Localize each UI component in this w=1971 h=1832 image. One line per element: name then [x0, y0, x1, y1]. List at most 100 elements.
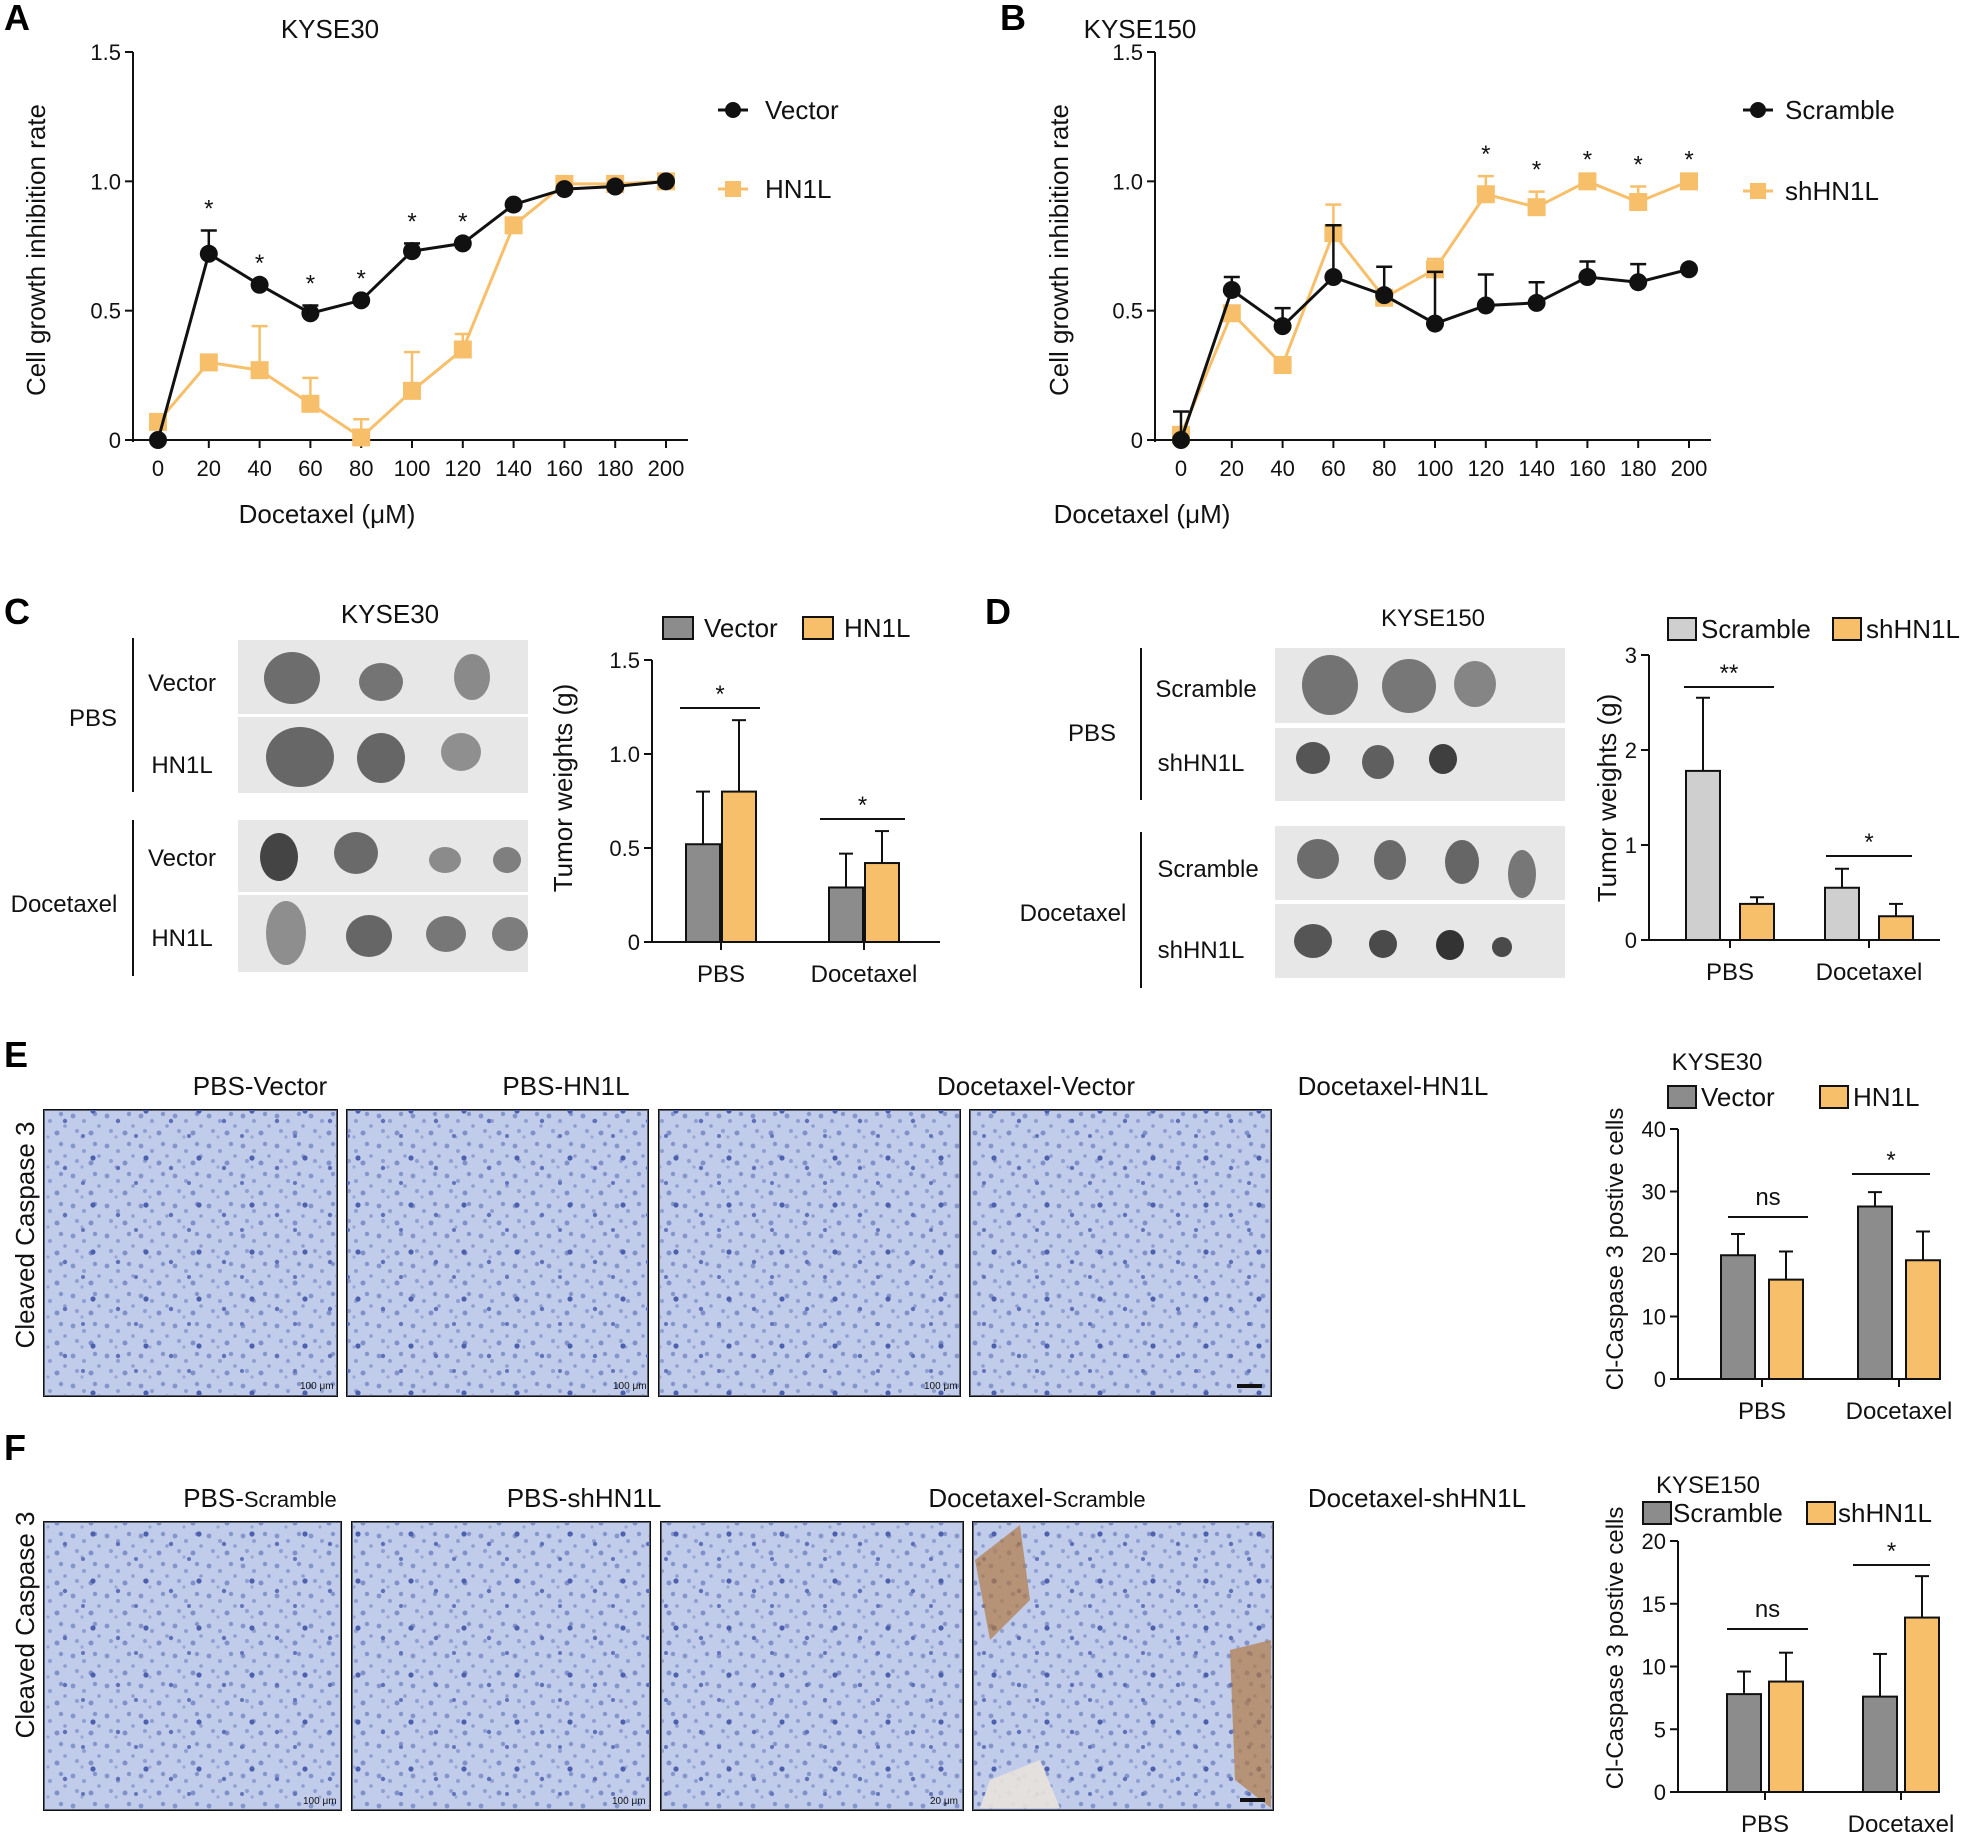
legend-b-shhn1l-label: shHN1L: [1785, 176, 1879, 206]
data-point-scramble: [1426, 314, 1444, 333]
panel-d-row-1: Scramble: [1155, 676, 1256, 703]
x-tick-label: 80: [1372, 456, 1396, 481]
panel-f-legend: Scramble shHN1L: [1642, 1498, 1932, 1528]
panel-d-tumor-photo-4: [1275, 904, 1565, 978]
panel-e-ihc-image-3: 100 μm: [658, 1109, 961, 1397]
y-tick-label: 2: [1625, 738, 1637, 763]
panel-d-tumor-photo-2: [1275, 728, 1565, 801]
legend-d-scramble-swatch: [1667, 617, 1697, 641]
x-tick-label: 140: [1518, 456, 1555, 481]
y-tick-label: 1: [1625, 833, 1637, 858]
panel-e-image-title-1: PBS-Vector: [193, 1071, 328, 1101]
panel-c-row-1: Vector: [148, 670, 216, 697]
category-label: PBS: [1706, 959, 1754, 986]
panel-e: E Cleaved Caspase 3 PBS-Vector PBS-HN1L …: [4, 1034, 1952, 1425]
data-point-scramble: [1629, 273, 1648, 292]
data-point-shhn1l: [1527, 198, 1546, 217]
panel-f-image-title-3: Docetaxel-Scramble: [928, 1483, 1145, 1513]
bar-shhn1l-pbs: [1739, 902, 1775, 942]
panel-f-image-title-4: Docetaxel-shHN1L: [1308, 1483, 1526, 1513]
significance-star: *: [1532, 157, 1541, 184]
panel-d-label: D: [985, 591, 1011, 632]
panel-b-xlabel: Docetaxel (μM): [1054, 499, 1231, 529]
x-tick-label: 160: [546, 456, 583, 481]
y-tick-label: 0.5: [609, 836, 640, 861]
y-tick-label: 0: [628, 930, 640, 955]
panel-f-ihc-image-1: 100 μm: [43, 1521, 342, 1811]
x-tick-label: 100: [394, 456, 431, 481]
data-point-vector: [657, 172, 675, 191]
panel-c-label: C: [4, 591, 30, 632]
panel-c-tumor-photo-1: [238, 640, 528, 714]
legend-d-shhn1l-label: shHN1L: [1866, 614, 1960, 644]
panel-d-title: KYSE150: [1381, 605, 1485, 632]
panel-f-image-title-1b: Scramble: [244, 1487, 337, 1512]
panel-a-xlabel: Docetaxel (μM): [239, 499, 416, 529]
bar-vector-pbs: [1720, 1254, 1756, 1380]
y-tick-label: 1.5: [90, 40, 121, 65]
data-point-scramble: [1476, 296, 1495, 315]
significance-star: *: [1684, 146, 1693, 173]
y-tick-label: 10: [1642, 1655, 1666, 1680]
x-tick-label: 180: [597, 456, 634, 481]
legend-a-vector-label: Vector: [765, 95, 839, 125]
panel-a: A KYSE30 0 0.5 1.0 1.5 0 20 40 60 80 100 120 140 160…: [4, 0, 839, 529]
panel-a-title: KYSE30: [281, 14, 379, 44]
x-tick-label: 160: [1569, 456, 1606, 481]
data-point-shhn1l: [1426, 260, 1444, 279]
panel-d: D KYSE150 PBS Docetaxel Scramble shHN1L …: [985, 591, 1960, 988]
panel-e-scale-3: 100 μm: [924, 1381, 958, 1392]
bar-shhn1l-docetaxel: [1904, 1616, 1940, 1794]
panel-c-row-4: HN1L: [151, 925, 212, 952]
panel-a-ylabel: Cell growth inhibition rate: [21, 104, 51, 396]
panel-b-line-chart: 0 0.5 1.0 1.5 0 20 40 60 80 100 120 140 160 180 200 * * *…: [1112, 40, 1711, 481]
legend-a-vector-marker: [725, 102, 741, 118]
panel-c-tumor-photo-4: [238, 895, 528, 972]
data-point-hn1l: [199, 353, 218, 372]
y-tick-label: 40: [1642, 1117, 1666, 1142]
legend-f-scramble-swatch: [1642, 1501, 1672, 1525]
panel-f-side-label: Cleaved Caspase 3: [10, 1512, 40, 1739]
panel-f-image-title-3a: Docetaxel-: [928, 1483, 1052, 1513]
significance-label: **: [1720, 660, 1739, 687]
panel-f-ihc-image-3: 20 μm: [660, 1521, 964, 1811]
bar-vector-docetaxel: [828, 886, 864, 943]
panel-f-image-title-4a: Docetaxel-shHN1L: [1308, 1483, 1526, 1513]
x-tick-label: 20: [197, 456, 221, 481]
panel-e-image-title-2: PBS-HN1L: [502, 1071, 629, 1101]
bar-vector-docetaxel: [1857, 1205, 1893, 1380]
significance-label: *: [1886, 1147, 1895, 1174]
panel-f-chart-title: KYSE150: [1656, 1472, 1760, 1499]
x-tick-label: 40: [247, 456, 271, 481]
data-point-vector: [606, 177, 625, 196]
panel-c-row-3: Vector: [148, 845, 216, 872]
legend-b-scramble-marker: [1750, 102, 1766, 118]
category-label: Docetaxel: [811, 961, 918, 988]
category-label: PBS: [697, 961, 745, 988]
y-tick-label: 1.0: [90, 169, 121, 194]
panel-d-tumor-photo-3: [1275, 826, 1565, 900]
x-tick-label: 120: [1467, 456, 1504, 481]
panel-b: B KYSE150 0 0.5 1.0 1.5 0 20 40 60 80 100 120 140 16…: [1000, 0, 1895, 529]
data-point-vector: [453, 234, 472, 253]
bar-shhn1l-pbs: [1768, 1680, 1804, 1794]
x-tick-label: 0: [1175, 456, 1187, 481]
data-point-scramble: [1222, 280, 1241, 299]
panel-d-row-4: shHN1L: [1158, 937, 1245, 964]
panel-e-chart-title: KYSE30: [1672, 1049, 1763, 1076]
legend-c-vector-swatch: [662, 616, 694, 640]
panel-a-label: A: [4, 0, 30, 38]
data-point-vector: [199, 244, 218, 263]
data-point-scramble: [1324, 268, 1343, 287]
data-point-shhn1l: [1476, 185, 1495, 204]
panel-d-group-docetaxel: Docetaxel: [1020, 900, 1127, 927]
data-point-hn1l: [352, 428, 371, 447]
panel-f-bar-chart: 0 5 10 15 20 PBS ns Docetaxel *: [1642, 1529, 1955, 1832]
y-tick-label: 1.5: [609, 648, 640, 673]
legend-e-vector-label: Vector: [1701, 1082, 1775, 1112]
y-tick-label: 0.5: [1112, 299, 1143, 324]
panel-f-image-title-2a: PBS-shHN1L: [507, 1483, 662, 1513]
data-point-vector: [149, 431, 167, 449]
data-point-hn1l: [453, 340, 472, 359]
